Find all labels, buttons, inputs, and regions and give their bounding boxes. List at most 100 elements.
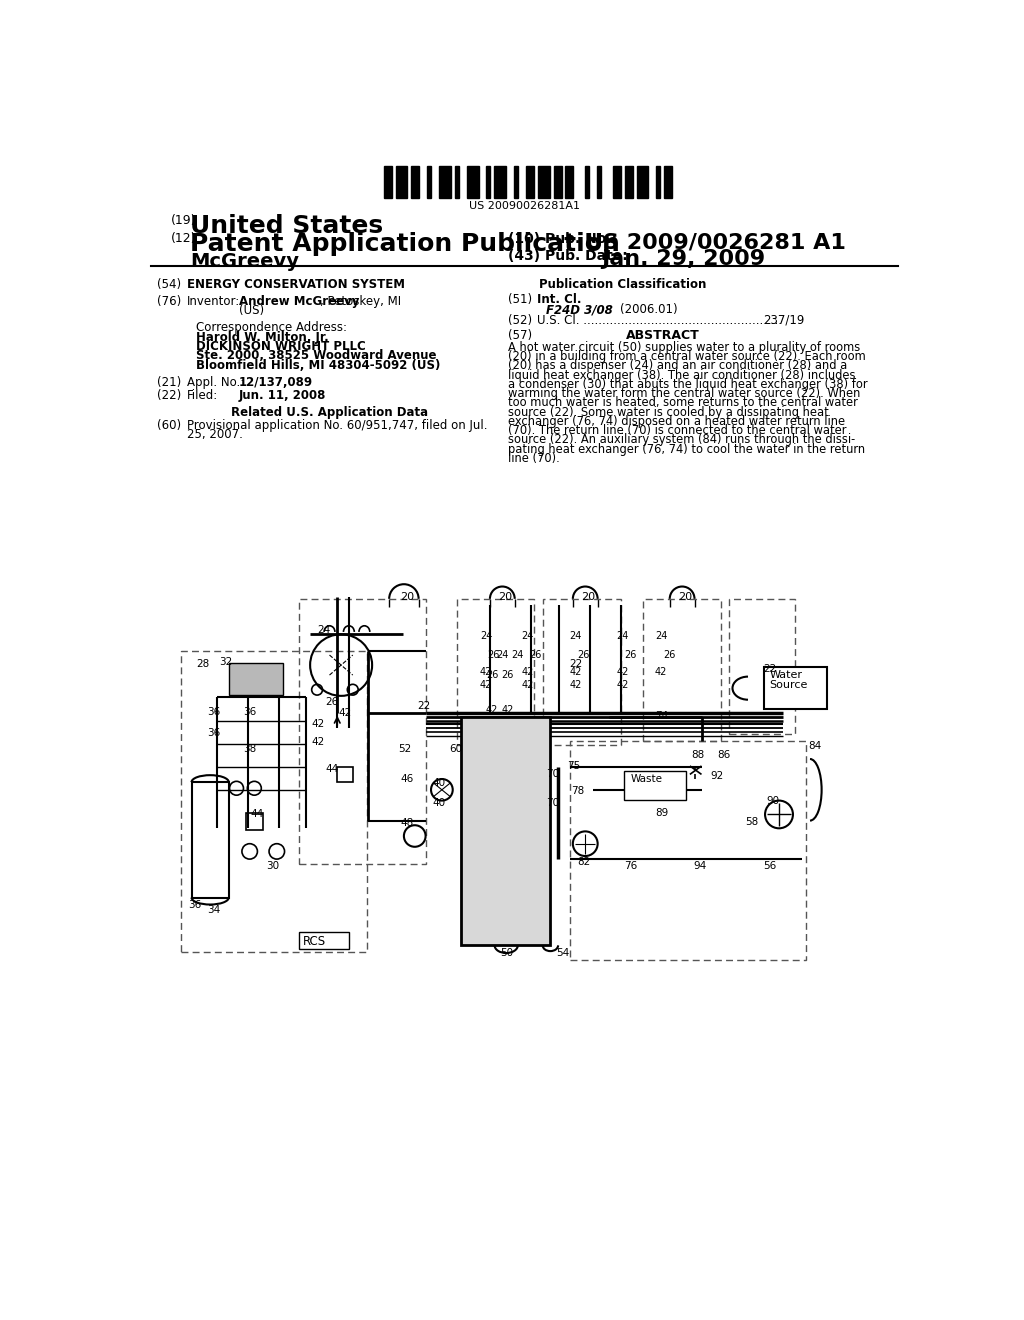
- Text: 74: 74: [655, 711, 669, 721]
- Text: F24D 3/08: F24D 3/08: [547, 304, 613, 317]
- Bar: [554, 166, 561, 198]
- Text: (43) Pub. Date:: (43) Pub. Date:: [508, 249, 628, 263]
- Bar: [764, 667, 827, 709]
- Text: DICKINSON WRIGHT PLLC: DICKINSON WRIGHT PLLC: [197, 341, 366, 354]
- Text: United States: United States: [190, 214, 383, 238]
- Text: (22): (22): [158, 389, 181, 403]
- Text: 90: 90: [767, 796, 779, 807]
- Text: 26: 26: [502, 671, 514, 680]
- Text: 48: 48: [400, 817, 414, 828]
- Text: (54): (54): [158, 277, 181, 290]
- Text: (19): (19): [171, 214, 197, 227]
- Text: 30: 30: [266, 862, 280, 871]
- Text: 24: 24: [655, 631, 668, 642]
- Text: 36: 36: [188, 900, 202, 909]
- Bar: [643, 599, 721, 742]
- Text: 42: 42: [521, 681, 535, 690]
- Bar: [637, 166, 648, 198]
- Text: Provisional application No. 60/951,747, filed on Jul.: Provisional application No. 60/951,747, …: [187, 418, 487, 432]
- Bar: [299, 599, 426, 865]
- Text: 22: 22: [764, 664, 777, 673]
- Text: 42: 42: [569, 681, 582, 690]
- Text: 24: 24: [616, 631, 629, 642]
- Text: 40: 40: [432, 779, 445, 788]
- Text: 78: 78: [571, 785, 585, 796]
- Text: liquid heat exchanger (38). The air conditioner (28) includes: liquid heat exchanger (38). The air cond…: [508, 368, 855, 381]
- Text: 22: 22: [569, 659, 583, 669]
- Bar: [384, 166, 391, 198]
- Text: 50: 50: [500, 948, 513, 957]
- Text: (12): (12): [171, 232, 197, 246]
- Text: 44: 44: [326, 763, 339, 774]
- Text: 42: 42: [311, 719, 325, 729]
- Text: RCS: RCS: [303, 936, 327, 948]
- Text: Jun. 11, 2008: Jun. 11, 2008: [239, 389, 327, 403]
- Text: 26: 26: [486, 671, 499, 680]
- Text: ABSTRACT: ABSTRACT: [626, 330, 699, 342]
- Text: 26: 26: [578, 649, 590, 660]
- Text: Water: Water: [770, 671, 803, 680]
- Text: 60: 60: [450, 743, 463, 754]
- Text: 58: 58: [745, 817, 759, 826]
- Text: 86: 86: [717, 750, 730, 760]
- Text: 32: 32: [219, 656, 232, 667]
- Text: 237/19: 237/19: [764, 314, 805, 327]
- Bar: [729, 599, 795, 734]
- Text: (10) Pub. No.:: (10) Pub. No.:: [508, 232, 616, 247]
- Text: 20: 20: [582, 591, 596, 602]
- Text: Ste. 2000, 38525 Woodward Avenue: Ste. 2000, 38525 Woodward Avenue: [197, 350, 436, 363]
- Text: 42: 42: [655, 667, 668, 677]
- Text: 26: 26: [663, 649, 675, 660]
- Bar: [569, 741, 806, 960]
- Text: 42: 42: [339, 708, 352, 718]
- Bar: [427, 166, 431, 198]
- Text: 88: 88: [691, 750, 705, 760]
- Bar: [597, 166, 601, 198]
- Text: U.S. Cl. .....................................................: U.S. Cl. ...............................…: [538, 314, 782, 327]
- Text: (US): (US): [239, 304, 264, 317]
- Text: 42: 42: [480, 667, 493, 677]
- Bar: [246, 813, 263, 830]
- Text: 22: 22: [417, 701, 430, 711]
- Text: Andrew McGreevy: Andrew McGreevy: [239, 294, 359, 308]
- Text: exchanger (76, 74) disposed on a heated water return line: exchanger (76, 74) disposed on a heated …: [508, 414, 845, 428]
- Bar: [565, 166, 573, 198]
- Bar: [467, 166, 478, 198]
- Text: 42: 42: [502, 705, 514, 715]
- Bar: [455, 166, 459, 198]
- Text: source (22). An auxiliary system (84) runs through the dissi-: source (22). An auxiliary system (84) ru…: [508, 433, 855, 446]
- Bar: [538, 166, 550, 198]
- Text: , Petoskey, MI: , Petoskey, MI: [321, 294, 401, 308]
- Bar: [613, 166, 621, 198]
- Bar: [457, 599, 535, 744]
- Text: 26: 26: [624, 649, 636, 660]
- Bar: [395, 166, 408, 198]
- Text: (76): (76): [158, 294, 181, 308]
- Text: 42: 42: [486, 705, 499, 715]
- Bar: [624, 771, 686, 800]
- Text: 20: 20: [678, 591, 692, 602]
- Bar: [486, 166, 490, 198]
- Text: Correspondence Address:: Correspondence Address:: [197, 321, 347, 334]
- Bar: [586, 166, 589, 198]
- Text: 70: 70: [547, 770, 560, 779]
- Text: 24: 24: [569, 631, 582, 642]
- Text: 26: 26: [326, 697, 339, 708]
- Text: 89: 89: [655, 808, 669, 817]
- Bar: [625, 166, 633, 198]
- Text: 25, 2007.: 25, 2007.: [187, 428, 243, 441]
- Text: line (70).: line (70).: [508, 451, 559, 465]
- Text: 12/137,089: 12/137,089: [239, 376, 313, 388]
- Bar: [439, 166, 451, 198]
- Text: 26: 26: [487, 649, 500, 660]
- Text: 26: 26: [529, 649, 542, 660]
- Text: Appl. No.:: Appl. No.:: [187, 376, 244, 388]
- Text: Bloomfield Hills, MI 48304-5092 (US): Bloomfield Hills, MI 48304-5092 (US): [197, 359, 440, 372]
- Text: Related U.S. Application Data: Related U.S. Application Data: [231, 407, 428, 420]
- Text: a condenser (30) that abuts the liquid heat exchanger (38) for: a condenser (30) that abuts the liquid h…: [508, 378, 867, 391]
- Text: pating heat exchanger (76, 74) to cool the water in the return: pating heat exchanger (76, 74) to cool t…: [508, 442, 865, 455]
- Text: 42: 42: [616, 667, 629, 677]
- Text: 40: 40: [432, 797, 445, 808]
- Text: Source: Source: [770, 680, 808, 689]
- Bar: [299, 932, 349, 949]
